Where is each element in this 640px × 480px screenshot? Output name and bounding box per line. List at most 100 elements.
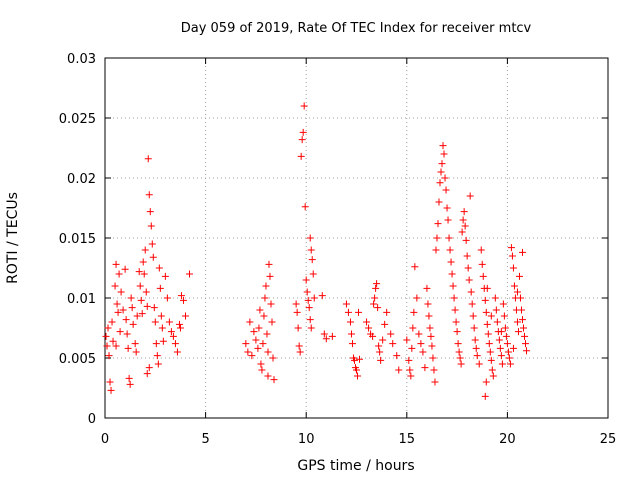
data-point xyxy=(261,294,269,302)
data-point xyxy=(117,288,125,296)
data-point xyxy=(256,306,264,314)
data-point xyxy=(175,320,183,328)
data-point xyxy=(425,312,433,320)
data-point xyxy=(268,318,276,326)
data-point xyxy=(254,344,262,352)
data-point xyxy=(509,264,517,272)
data-point xyxy=(296,348,304,356)
data-point xyxy=(408,344,416,352)
data-point xyxy=(142,288,150,296)
data-point xyxy=(519,324,527,332)
data-point xyxy=(181,312,189,320)
data-point xyxy=(116,328,124,336)
data-point xyxy=(350,356,358,364)
data-point xyxy=(377,356,385,364)
data-point xyxy=(472,344,480,352)
data-point xyxy=(460,208,468,216)
data-point xyxy=(431,378,439,386)
plot-frame xyxy=(104,57,609,419)
data-point xyxy=(406,366,414,374)
data-point xyxy=(269,354,277,362)
y-tick-label: 0.02 xyxy=(67,172,96,187)
data-point xyxy=(447,258,455,266)
data-point xyxy=(484,330,492,338)
data-point xyxy=(471,336,479,344)
data-point xyxy=(448,270,456,278)
data-point xyxy=(131,340,139,348)
data-point xyxy=(465,276,473,284)
data-point xyxy=(449,282,457,290)
data-point xyxy=(109,337,117,345)
data-point xyxy=(459,216,467,224)
data-point xyxy=(304,296,312,304)
data-point xyxy=(491,294,499,302)
data-point xyxy=(428,342,436,350)
grid-lines xyxy=(105,58,608,418)
data-point xyxy=(356,355,364,363)
data-point xyxy=(141,246,149,254)
data-point xyxy=(409,324,417,332)
data-point xyxy=(373,280,381,288)
data-point xyxy=(302,276,310,284)
data-point xyxy=(510,282,518,290)
data-point xyxy=(415,330,423,338)
chart-title: Day 059 of 2019, Rate Of TEC Index for r… xyxy=(181,21,532,36)
data-point xyxy=(328,332,336,340)
x-tick-label: 10 xyxy=(298,432,315,447)
data-point xyxy=(483,320,491,328)
data-point xyxy=(264,348,272,356)
data-point xyxy=(441,174,449,182)
data-point xyxy=(470,324,478,332)
data-point xyxy=(151,318,159,326)
data-point xyxy=(442,186,450,194)
data-point xyxy=(121,265,129,273)
x-tick-label: 20 xyxy=(499,432,516,447)
data-point xyxy=(295,342,303,350)
data-point xyxy=(498,360,506,368)
x-tick-label: 15 xyxy=(399,432,416,447)
data-point xyxy=(105,352,113,360)
data-point xyxy=(104,324,112,332)
data-point xyxy=(478,260,486,268)
data-point xyxy=(320,330,328,338)
data-point xyxy=(123,330,131,338)
data-point xyxy=(263,330,271,338)
data-point xyxy=(497,352,505,360)
data-point xyxy=(433,234,441,242)
data-point xyxy=(475,360,483,368)
data-point xyxy=(270,376,278,384)
data-point xyxy=(457,360,465,368)
data-point xyxy=(300,102,308,110)
data-point xyxy=(514,328,522,336)
data-point xyxy=(458,228,466,236)
data-point xyxy=(252,336,260,344)
data-point xyxy=(513,288,521,296)
data-point xyxy=(179,296,187,304)
data-point xyxy=(246,318,254,326)
data-point xyxy=(379,336,387,344)
data-point xyxy=(372,284,380,292)
data-point xyxy=(517,306,525,314)
data-point xyxy=(516,294,524,302)
data-point xyxy=(154,360,162,368)
data-point xyxy=(292,300,300,308)
data-point xyxy=(504,348,512,356)
data-point xyxy=(144,155,152,163)
data-point xyxy=(266,272,274,280)
data-point xyxy=(260,312,268,320)
data-point xyxy=(145,364,153,372)
data-point xyxy=(508,252,516,260)
data-point xyxy=(113,300,121,308)
data-point xyxy=(140,270,148,278)
data-point xyxy=(108,318,116,326)
data-point xyxy=(248,352,256,360)
data-point xyxy=(169,332,177,340)
data-point xyxy=(293,308,301,316)
data-point xyxy=(499,300,507,308)
data-point xyxy=(403,336,411,344)
data-point xyxy=(309,270,317,278)
data-point xyxy=(148,240,156,248)
data-point xyxy=(299,128,307,136)
data-point xyxy=(467,288,475,296)
